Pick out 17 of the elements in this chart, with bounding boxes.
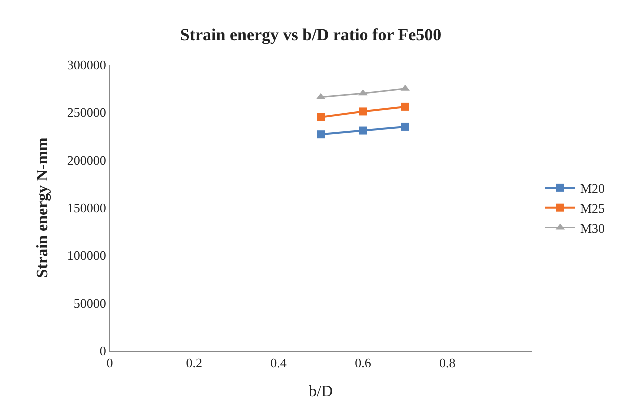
- legend-label: M25: [580, 200, 606, 216]
- x-tick-label: 0.2: [186, 356, 203, 371]
- y-axis-title: Strain energy N-mm: [34, 137, 52, 278]
- y-tick-label: 250000: [67, 105, 106, 120]
- legend-label: M30: [580, 220, 606, 236]
- y-tick-label: 300000: [67, 58, 106, 73]
- x-tick-label: 0.8: [439, 356, 456, 371]
- x-tick-label: 0.6: [355, 356, 372, 371]
- y-tick-label: 150000: [67, 200, 106, 216]
- x-axis-title: b/D: [309, 383, 333, 400]
- y-tick-label: 0: [100, 344, 106, 359]
- y-tick-label: 50000: [74, 296, 106, 311]
- legend-label: M20: [580, 181, 606, 196]
- y-tick-label: 100000: [67, 248, 106, 264]
- y-tick-label: 200000: [67, 152, 106, 168]
- x-tick-label: 0.4: [270, 356, 288, 371]
- chart-title: Strain energy vs b/D ratio for Fe500: [180, 26, 442, 45]
